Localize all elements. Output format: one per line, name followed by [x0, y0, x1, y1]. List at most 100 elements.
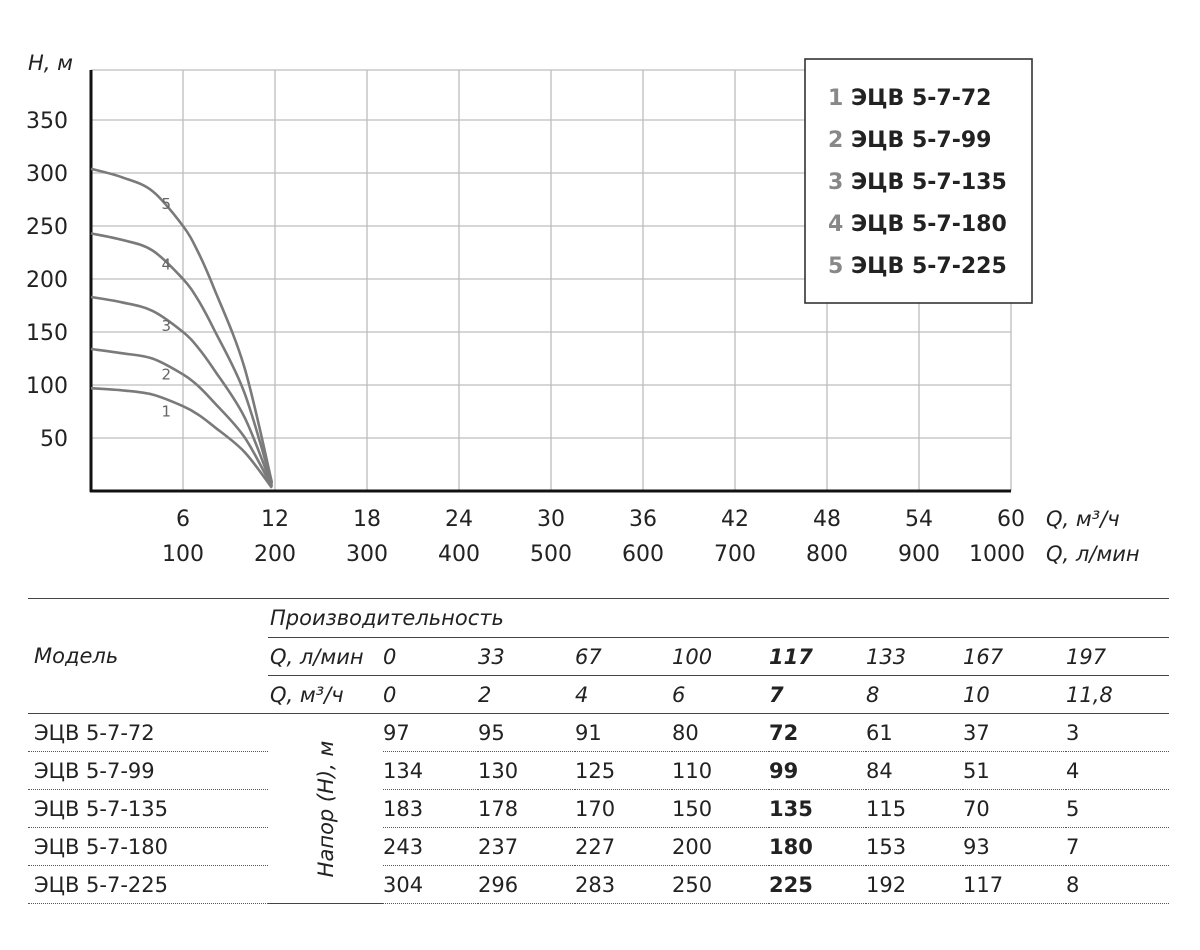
head-value: 91 [575, 713, 672, 752]
model-header: Модель [28, 598, 268, 714]
head-value: 150 [672, 789, 769, 828]
x-tick-lmin-500: 500 [530, 542, 572, 567]
x-tick-m3h-18: 18 [353, 507, 381, 532]
table-row: ЭЦВ 5-7-180 243 237 227 200 180 153 93 7 [28, 827, 1170, 866]
head-value: 296 [478, 865, 575, 904]
head-value: 125 [575, 751, 672, 790]
head-value: 250 [672, 865, 769, 904]
q-lmin-value: 133 [866, 637, 963, 676]
y-tick-200: 200 [26, 268, 68, 293]
q-lmin-value: 167 [963, 637, 1066, 676]
curve-label-2: 2 [162, 366, 172, 384]
head-value: 95 [478, 713, 575, 752]
legend-number-3: 3 [828, 170, 843, 195]
x-axis-label-lmin: Q, л/мин [1046, 542, 1140, 566]
performance-table: Модель Производительность Q, л/мин 0 33 67… [28, 598, 1170, 904]
y-tick-100: 100 [26, 374, 68, 399]
head-value: 183 [383, 789, 478, 828]
head-value: 51 [963, 751, 1066, 790]
head-value: 70 [963, 789, 1066, 828]
y-tick-150: 150 [26, 321, 68, 346]
head-value: 93 [963, 827, 1066, 866]
x-tick-m3h-36: 36 [629, 507, 657, 532]
curve-label-5: 5 [162, 195, 172, 213]
x-tick-lmin-300: 300 [346, 542, 388, 567]
head-value: 5 [1066, 789, 1170, 828]
axes [89, 70, 1011, 493]
x-tick-m3h-60: 60 [997, 507, 1025, 532]
x-tick-labels: 6 100 12 200 18 300 24 400 30 500 36 600 42 700 48 800 5… [162, 507, 1025, 567]
head-value: 237 [478, 827, 575, 866]
q-m3h-value: 7 [769, 675, 866, 714]
q-lmin-value: 33 [478, 637, 575, 676]
head-value: 7 [1066, 827, 1170, 866]
head-value: 99 [769, 751, 866, 790]
curve-1 [90, 386, 273, 489]
performance-header: Производительность [268, 598, 1170, 638]
curve-3 [90, 295, 274, 487]
curve-label-4: 4 [162, 255, 172, 273]
head-value: 227 [575, 827, 672, 866]
head-value: 110 [672, 751, 769, 790]
q-m3h-value: 8 [866, 675, 963, 714]
head-value: 178 [478, 789, 575, 828]
legend-entry-4: ЭЦВ 5-7-180 [851, 212, 1007, 237]
q-lmin-label: Q, л/мин [268, 637, 383, 676]
head-value: 170 [575, 789, 672, 828]
q-lmin-value: 117 [769, 637, 866, 676]
head-value: 180 [769, 827, 866, 866]
y-axis-label: H, м [28, 51, 73, 75]
head-value: 153 [866, 827, 963, 866]
q-m3h-value: 6 [672, 675, 769, 714]
head-value: 3 [1066, 713, 1170, 752]
y-tick-300: 300 [26, 162, 68, 187]
head-value: 80 [672, 713, 769, 752]
x-tick-lmin-700: 700 [714, 542, 756, 567]
legend-box [804, 58, 1033, 304]
head-value: 72 [769, 713, 866, 752]
head-value: 84 [866, 751, 963, 790]
x-tick-lmin-1000: 1000 [969, 542, 1025, 567]
head-value: 200 [672, 827, 769, 866]
x-tick-m3h-24: 24 [445, 507, 473, 532]
legend-number-1: 1 [828, 86, 843, 111]
table-row: ЭЦВ 5-7-135 183 178 170 150 135 115 70 5 [28, 789, 1170, 828]
curve-label-1: 1 [162, 403, 172, 421]
head-value: 135 [769, 789, 866, 828]
q-m3h-value: 11,8 [1066, 675, 1170, 714]
q-m3h-value: 2 [478, 675, 575, 714]
x-tick-m3h-48: 48 [813, 507, 841, 532]
head-value: 8 [1066, 865, 1170, 904]
head-value: 115 [866, 789, 963, 828]
table-row: ЭЦВ 5-7-225 304 296 283 250 225 192 117 8 [28, 865, 1170, 904]
model-name: ЭЦВ 5-7-225 [28, 865, 268, 904]
legend-entry-5: ЭЦВ 5-7-225 [851, 254, 1007, 279]
head-value: 4 [1066, 751, 1170, 790]
q-lmin-value: 100 [672, 637, 769, 676]
curve-label-3: 3 [162, 317, 172, 335]
curve-5 [90, 167, 274, 483]
head-value: 97 [383, 713, 478, 752]
table-row: ЭЦВ 5-7-99 134 130 125 110 99 84 51 4 [28, 751, 1170, 790]
performance-curves: 1 2 3 4 5 [90, 167, 274, 489]
performance-table-wrap: Модель Производительность Q, л/мин 0 33 67… [28, 598, 1170, 904]
x-tick-m3h-42: 42 [721, 507, 749, 532]
x-tick-lmin-100: 100 [162, 542, 204, 567]
legend-entry-2: ЭЦВ 5-7-99 [851, 128, 991, 153]
legend-entry-1: ЭЦВ 5-7-72 [851, 86, 991, 111]
q-m3h-value: 4 [575, 675, 672, 714]
head-value: 134 [383, 751, 478, 790]
q-lmin-value: 197 [1066, 637, 1170, 676]
model-name: ЭЦВ 5-7-99 [28, 751, 268, 790]
model-name: ЭЦВ 5-7-135 [28, 789, 268, 828]
head-value: 37 [963, 713, 1066, 752]
q-m3h-label: Q, м³/ч [268, 675, 383, 714]
q-m3h-value: 0 [383, 675, 478, 714]
x-tick-lmin-400: 400 [438, 542, 480, 567]
model-name: ЭЦВ 5-7-72 [28, 713, 268, 752]
header-row-lmin: Q, л/мин 0 33 67 100 117 133 167 197 [28, 637, 1170, 676]
head-value: 117 [963, 865, 1066, 904]
header-row-performance: Модель Производительность [28, 598, 1170, 714]
curve-4 [90, 232, 274, 484]
